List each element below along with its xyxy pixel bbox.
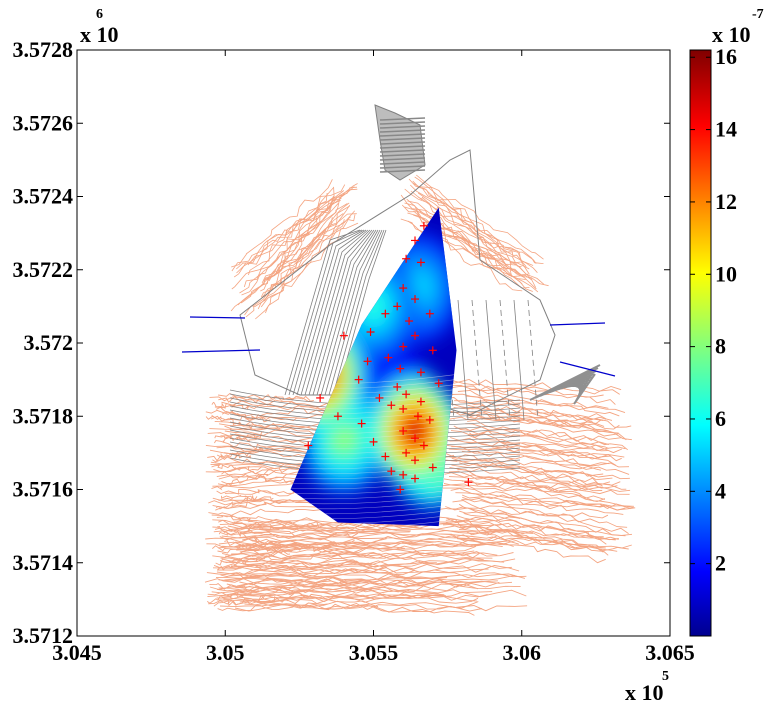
colorbar-ticks: 2 4 6 8 10 12 14 16 [690,44,737,576]
colorbar-tick-label: 4 [715,478,726,503]
y-tick-label: 3.5716 [13,477,74,502]
measurement-marker [381,309,390,318]
measurement-marker [354,375,363,384]
measurement-marker [411,295,420,304]
colorbar-tick-label: 12 [715,189,737,214]
measurement-marker [416,397,425,406]
measurement-marker [402,448,411,457]
x-tick-label: 3.055 [349,640,399,665]
y-tick-label: 3.5714 [13,550,74,575]
measurement-marker [393,382,402,391]
measurement-marker [384,353,393,362]
measurement-marker [369,437,378,446]
y-tick-label: 3.5728 [13,37,74,62]
measurement-marker [399,342,408,351]
colorbar-tick-label: 14 [715,117,737,142]
measurement-marker [393,302,402,311]
y-axis: 3.5712 3.5714 3.5716 3.5718 3.572 3.5722 3.572… [13,37,670,648]
x-tick-label: 3.065 [645,640,695,665]
measurement-marker [381,452,390,461]
colorbar-tick-label: 8 [715,334,726,359]
x-tick-label: 3.06 [503,640,542,665]
y-tick-label: 3.5718 [13,403,74,428]
x-axis: 3.045 3.05 3.055 3.06 3.065 [52,50,695,665]
measurement-marker [402,254,411,263]
measurement-marker [419,441,428,450]
measurement-marker [405,317,414,326]
colorbar-gradient [689,49,712,637]
measurement-marker [399,284,408,293]
x-tick-label: 3.045 [52,640,102,665]
field-line-layer [181,316,616,377]
measurement-marker [413,412,422,421]
colorbar-multiplier: x 10 [712,22,751,47]
measurement-marker [304,441,313,450]
measurement-marker [419,221,428,230]
y-tick-label: 3.5724 [13,184,74,209]
measurement-marker [416,368,425,377]
colorbar-tick-label: 2 [715,551,726,576]
measurement-marker [411,474,420,483]
y-tick-label: 3.5722 [13,257,74,282]
measurement-marker [425,415,434,424]
measurement-marker [375,393,384,402]
measurement-marker [411,456,420,465]
measurement-marker [434,379,443,388]
measurement-marker [464,478,473,487]
y-axis-multiplier: x 10 [80,22,119,47]
measurement-markers [304,221,473,494]
colorbar-multiplier-exponent: -7 [752,7,764,22]
measurement-marker [425,309,434,318]
x-tick-label: 3.05 [206,640,245,665]
measurement-marker [339,331,348,340]
measurement-marker [411,434,420,443]
measurement-marker [333,412,342,421]
measurement-marker [428,463,437,472]
measurement-marker [316,393,325,402]
measurement-marker [357,419,366,428]
x-axis-multiplier: x 10 [625,680,664,705]
measurement-marker [387,401,396,410]
measurement-marker [363,357,372,366]
measurement-marker [402,390,411,399]
terrain-contour-layer [204,174,636,616]
measurement-marker [416,258,425,267]
y-axis-multiplier-exponent: 6 [96,7,103,22]
measurement-marker [396,364,405,373]
measurement-marker [399,426,408,435]
measurement-marker [399,404,408,413]
y-tick-label: 3.5726 [13,110,74,135]
y-tick-label: 3.5712 [13,623,74,648]
colorbar: 2 4 6 8 10 12 14 16 x 10 -7 [689,7,764,637]
x-axis-multiplier-exponent: 5 [662,669,669,684]
colorbar-tick-label: 6 [715,406,726,431]
colorbar-tick-label: 16 [715,44,737,69]
measurement-marker [387,467,396,476]
colorbar-tick-label: 10 [715,261,737,286]
measurement-marker [399,470,408,479]
y-tick-label: 3.572 [24,330,74,355]
measurement-marker [411,236,420,245]
measurement-marker [396,485,405,494]
measurement-marker [411,331,420,340]
measurement-marker [428,346,437,355]
measurement-marker [366,328,375,337]
